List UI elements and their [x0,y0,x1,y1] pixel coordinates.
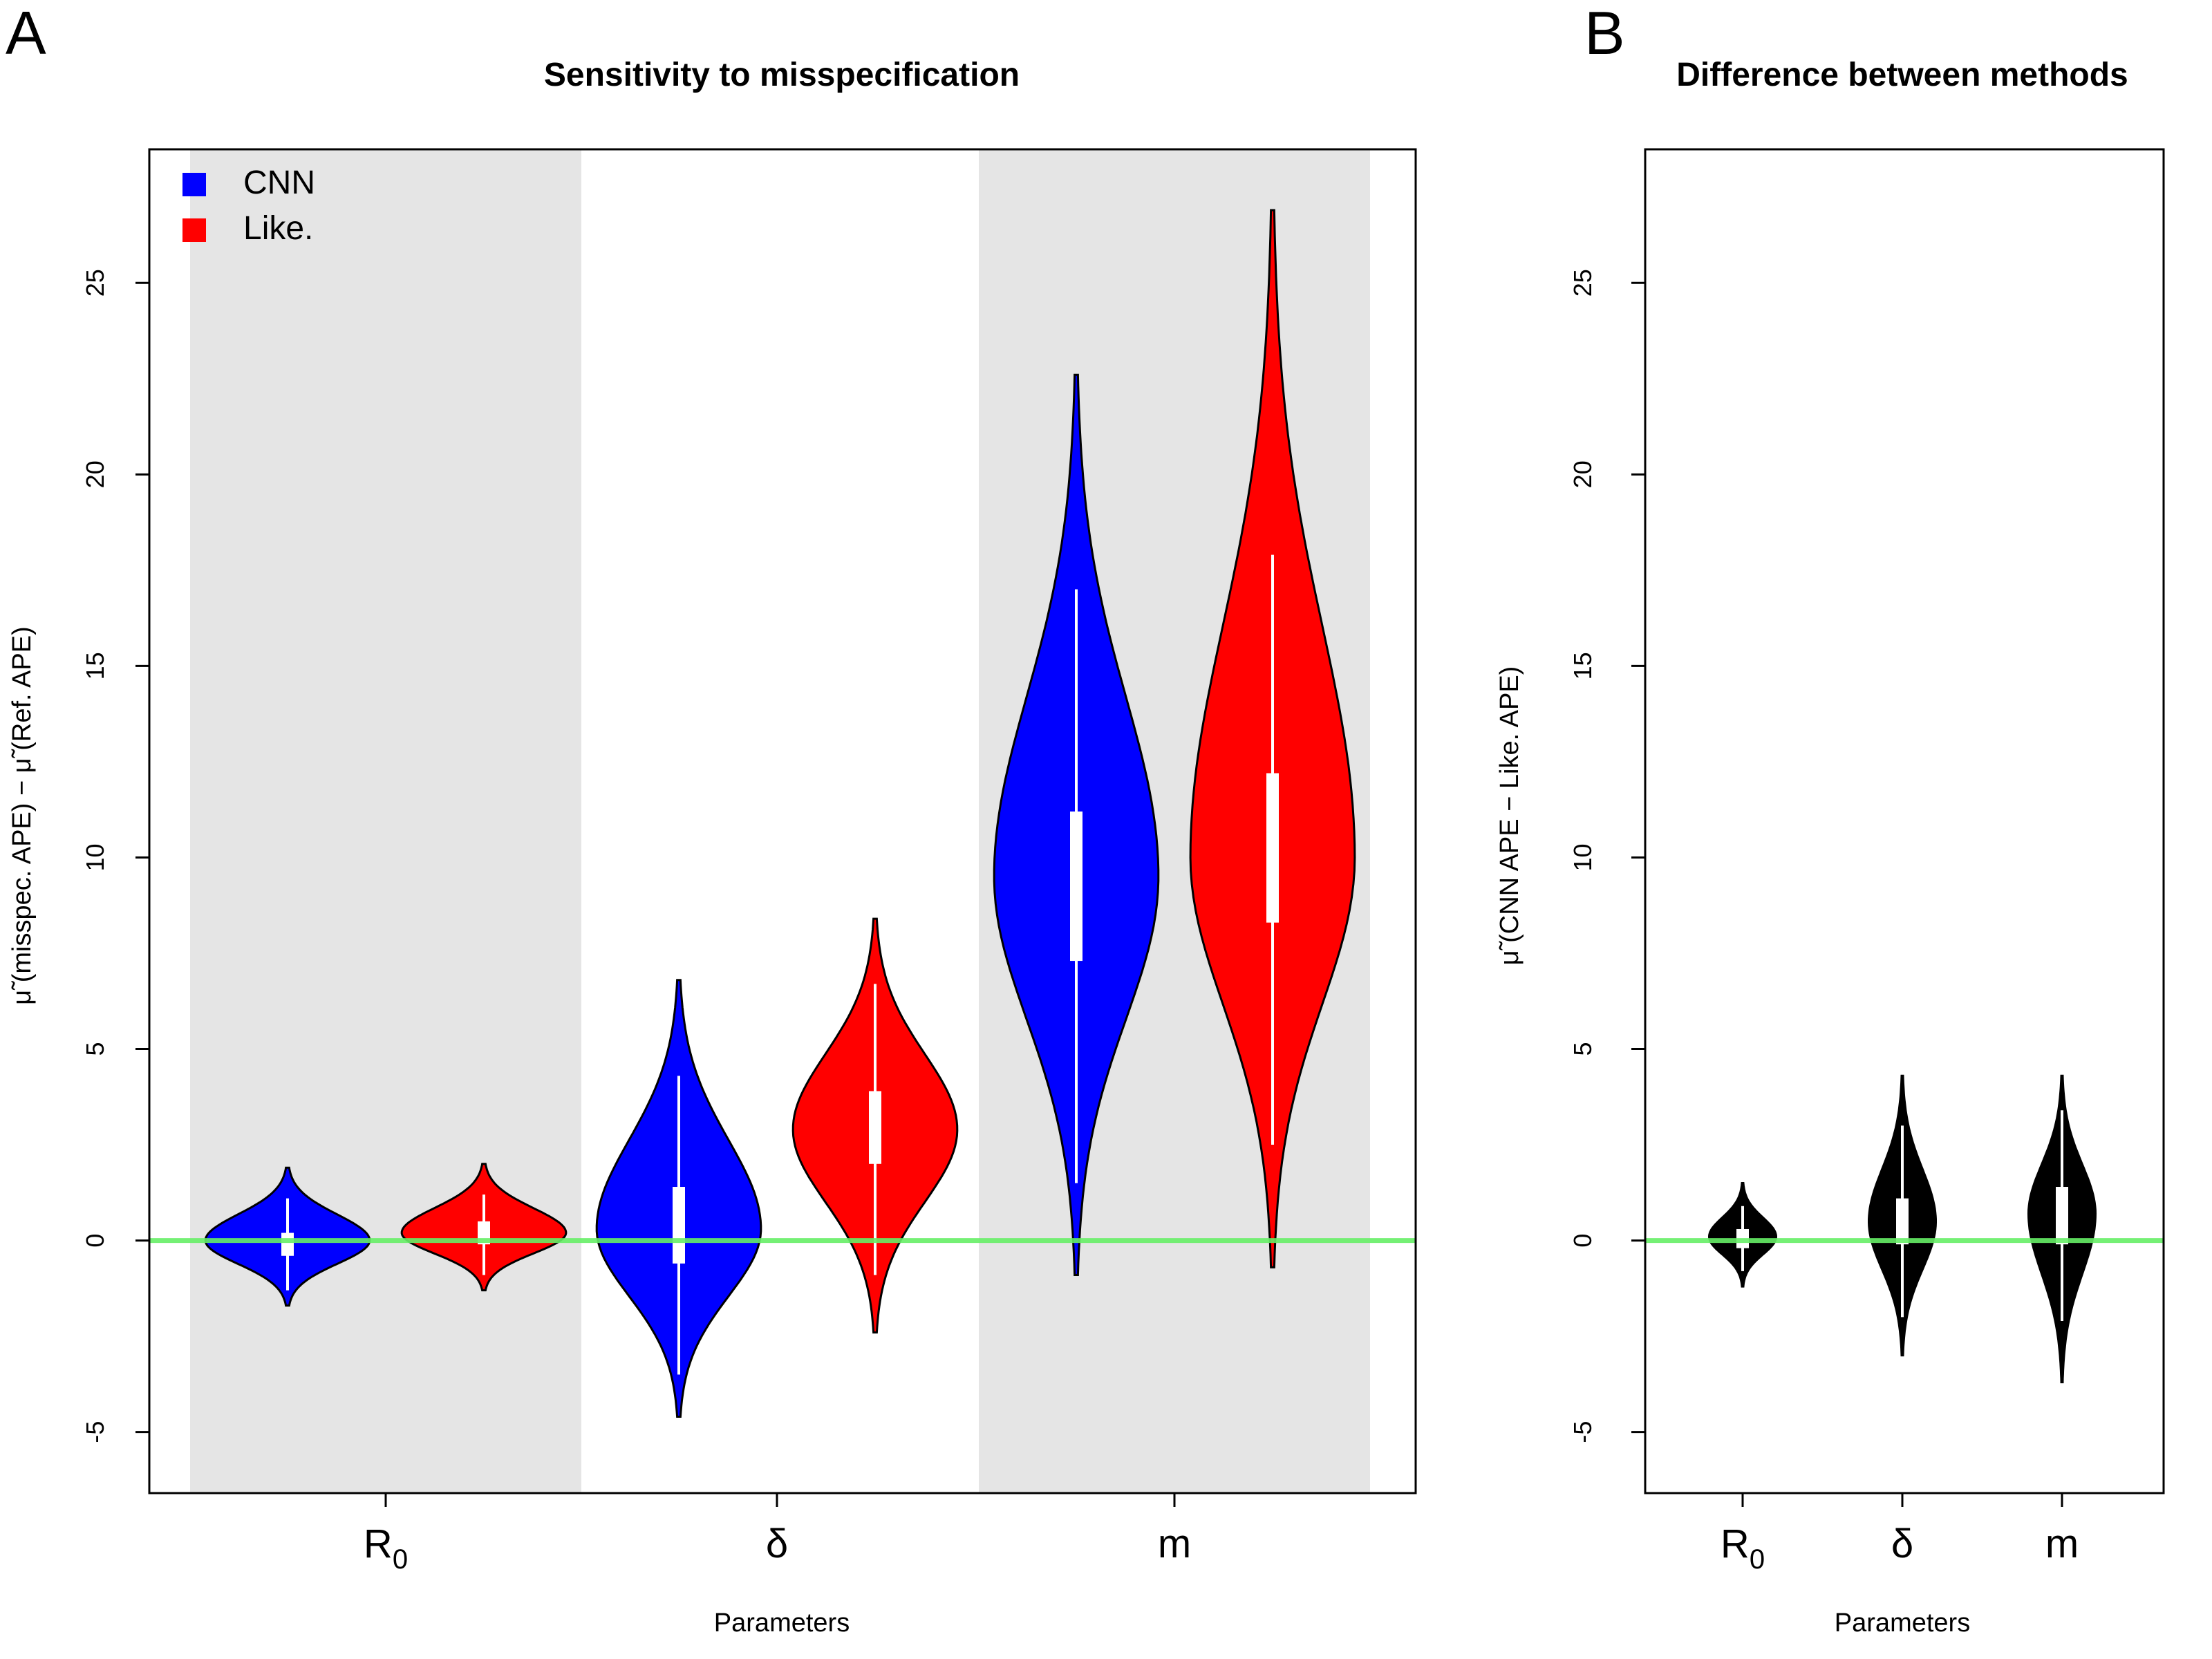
x-tick-subscript: 0 [1750,1544,1765,1575]
violin-like-x-iqr-box [869,1091,881,1164]
panel-b-x-axis-label: Parameters [1835,1609,1970,1638]
x-tick-label-x: δ [1891,1521,1913,1566]
y-tick-label-25: 25 [1568,269,1597,297]
y-tick-label-5: -5 [1568,1421,1597,1443]
x-tick-label-r0: R0 [364,1521,408,1575]
panel-b-plot: -5 0 5 10 15 20 25 R0 δ m [1568,148,2165,1575]
y-tick-label-15: 15 [81,652,109,679]
panel-b-title: Difference between methods [1676,57,2128,93]
x-tick-label-x: δ [766,1521,788,1566]
y-tick-label-10: 10 [1568,843,1597,871]
x-tick-label-m: m [2045,1521,2079,1566]
y-tick-label-10: 10 [81,843,109,871]
y-tick-label-25: 25 [81,269,109,297]
x-tick-subscript: 0 [393,1544,408,1575]
y-tick-label-0: 0 [81,1234,109,1248]
y-tick-label-5: -5 [81,1421,109,1443]
x-tick-label-r0: R0 [1721,1521,1765,1575]
y-tick-label-20: 20 [81,460,109,488]
violin-cnn-m-iqr-box [1070,811,1082,962]
plot-frame [1644,148,2165,1494]
legend-label-cnn: CNN [243,165,315,201]
y-tick-label-0: 0 [1568,1234,1597,1248]
panel-a-x-axis-label: Parameters [714,1609,850,1638]
y-tick-label-5: 5 [81,1042,109,1056]
violin-like-m-iqr-box [1266,773,1279,923]
violin-diff-x-iqr-box [1896,1198,1909,1245]
panel-a-y-axis-label: μ̃ (misspec. APE) − μ̃ (Ref. APE) [8,626,37,1004]
panel-label-a: A [6,0,46,67]
panel-b-y-axis-label: μ̃ (CNN APE − Like. APE) [1495,666,1524,966]
panel-a-plot: -5 0 5 10 15 20 25 R0 δ m CNN Like. [81,148,1417,1575]
violin-diff-m-iqr-box [2056,1187,2068,1245]
y-tick-label-15: 15 [1568,652,1597,679]
panel-label-b: B [1584,0,1625,67]
legend-swatch-cnn [182,173,206,196]
legend-label-like: Like. [243,210,313,247]
x-tick-label-m: m [1158,1521,1191,1566]
legend-swatch-like [182,218,206,242]
panel-a-title: Sensitivity to misspecification [544,57,1020,93]
y-tick-label-20: 20 [1568,460,1597,488]
band-r0 [190,149,581,1493]
y-tick-label-5: 5 [1568,1042,1597,1056]
plot-frame [148,148,1417,1494]
